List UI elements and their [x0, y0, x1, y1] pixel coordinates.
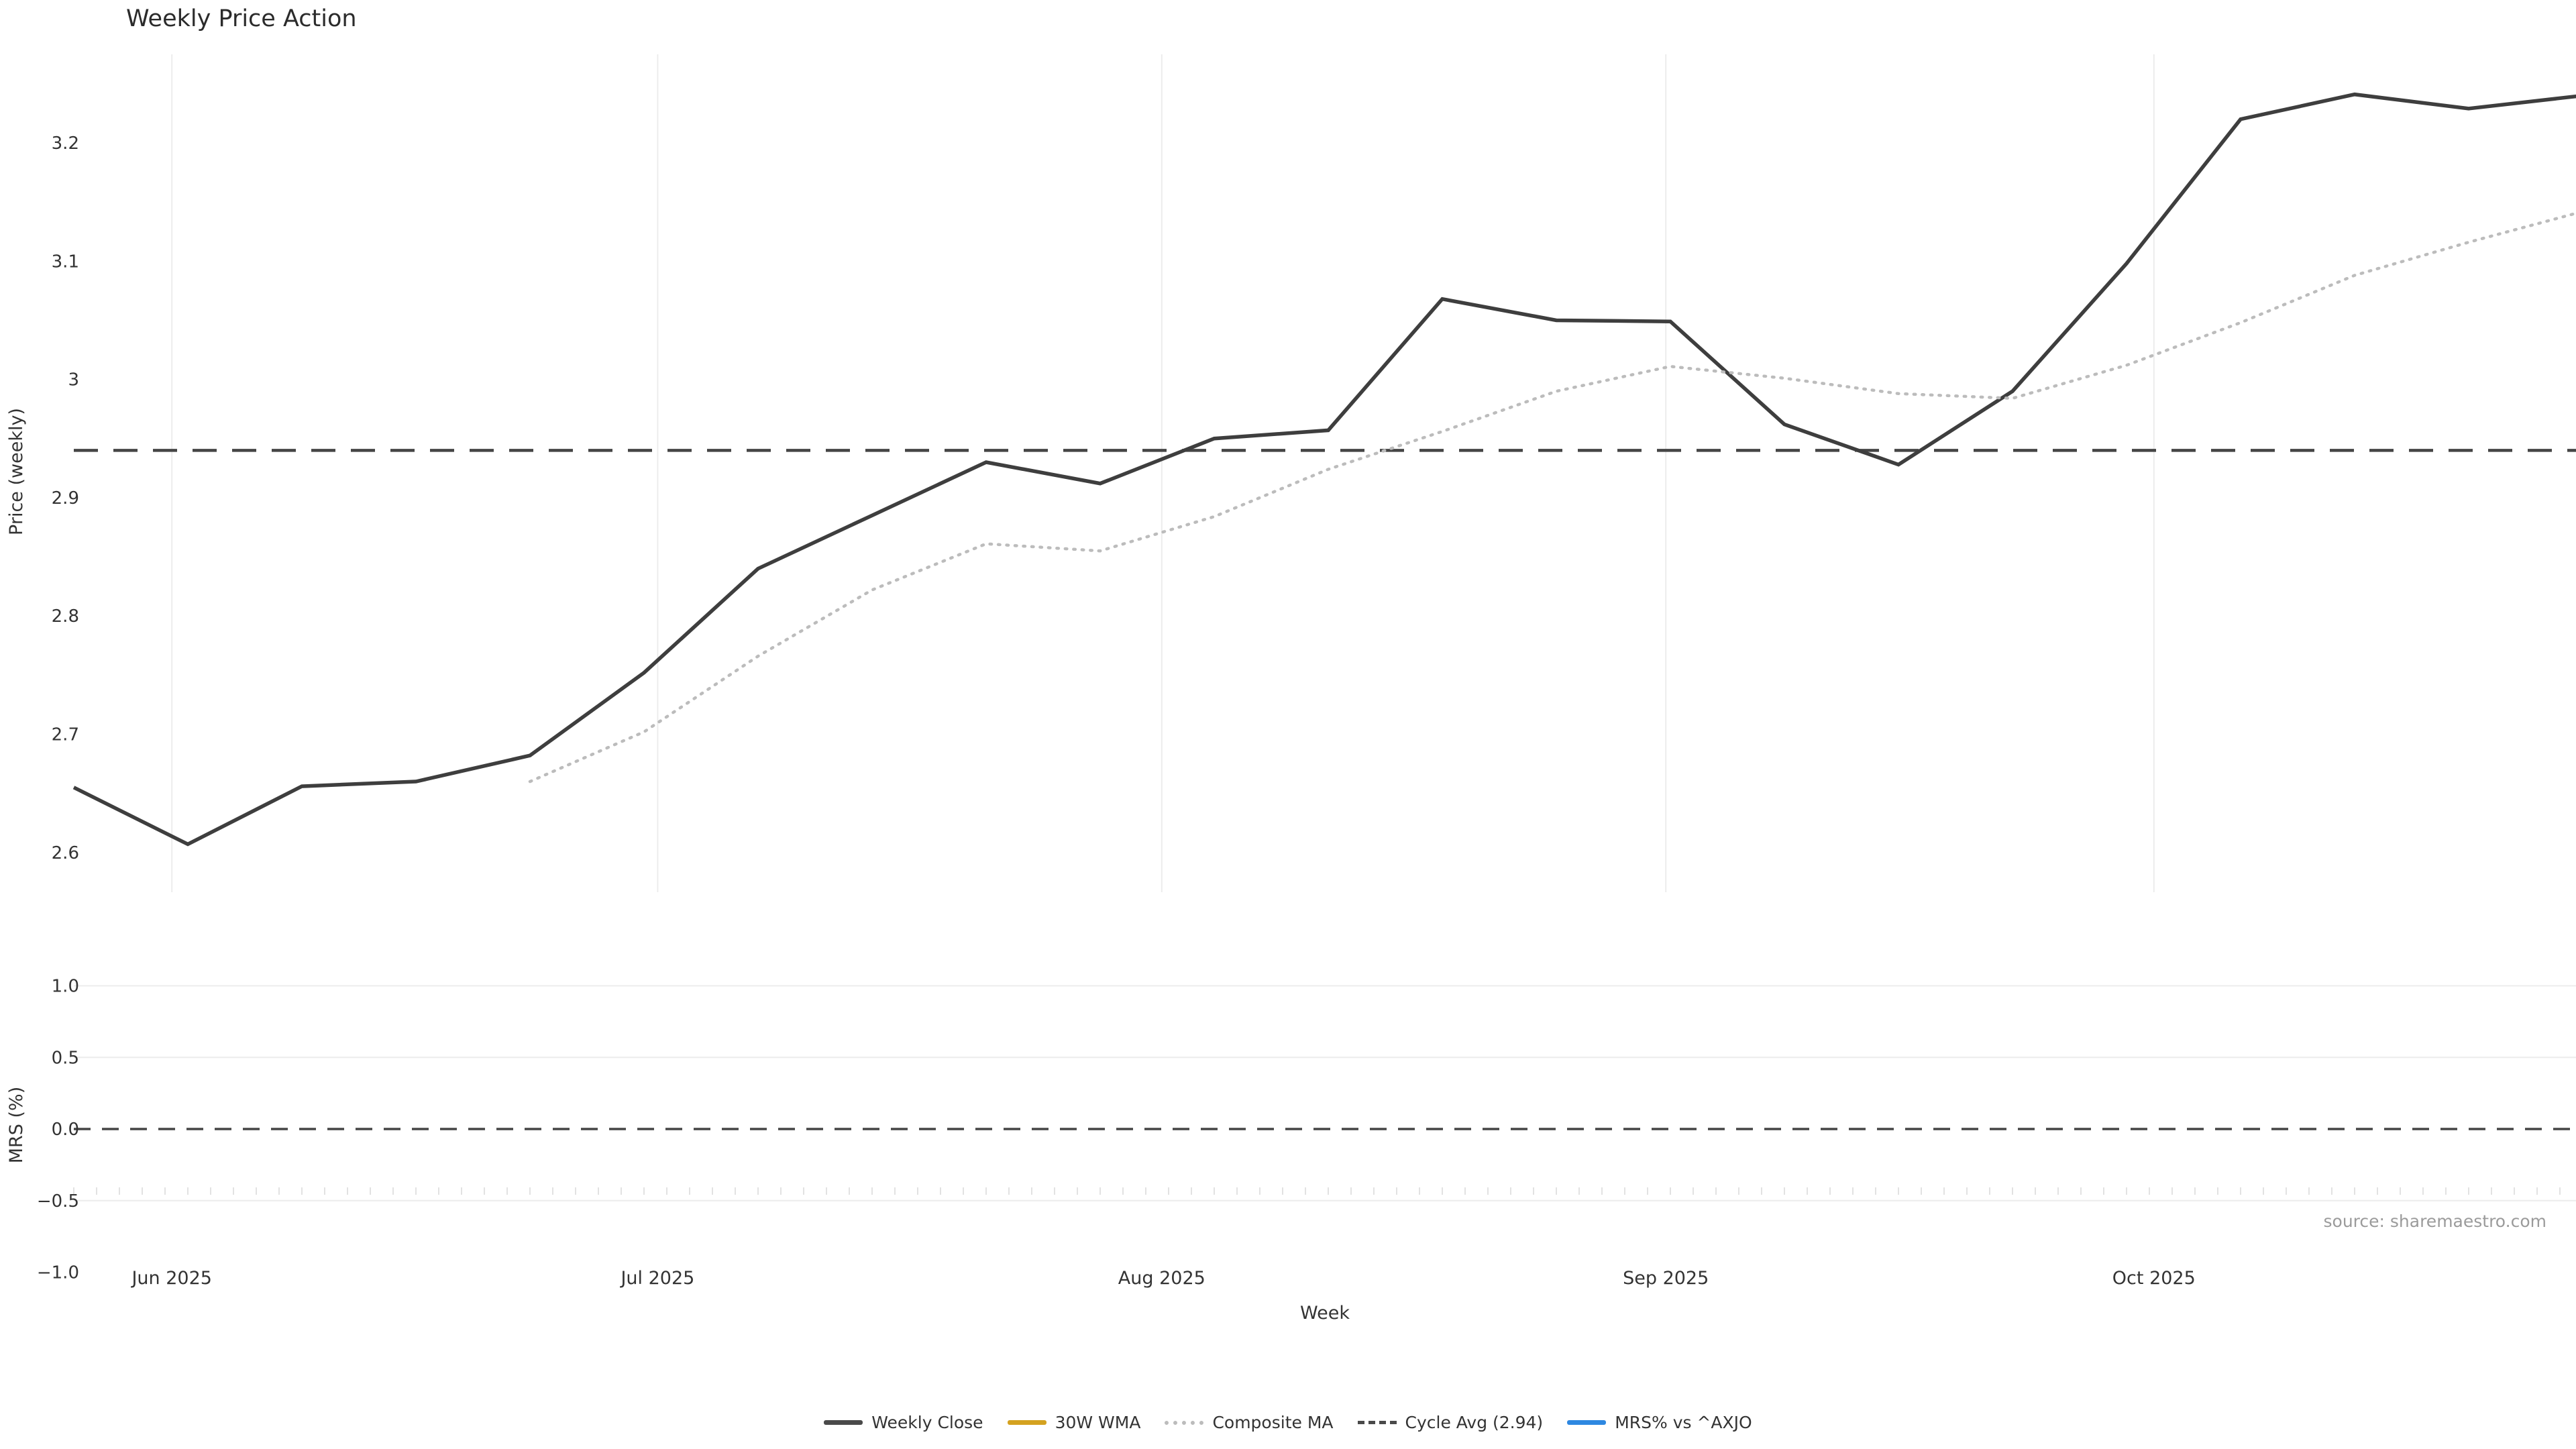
month-tick-label: Oct 2025	[2112, 1268, 2196, 1289]
mrs-ytick-label: 1.0	[52, 977, 79, 997]
legend-label: 30W WMA	[1055, 1413, 1141, 1432]
legend-composite-ma-line-sample-icon	[1165, 1420, 1204, 1425]
price-ytick-label: 3.2	[52, 133, 79, 154]
month-tick-label: Sep 2025	[1623, 1268, 1709, 1289]
weekly-close-line	[72, 92, 2576, 847]
legend-item-cycle-avg: Cycle Avg (2.94)	[1357, 1413, 1544, 1432]
price-ytick-label: 2.8	[52, 606, 79, 627]
legend-mrs-vs-axjo-line-sample-icon	[1567, 1420, 1607, 1425]
legend-item-wma-30w: 30W WMA	[1007, 1413, 1141, 1432]
mrs-y-axis-label: MRS (%)	[6, 1087, 27, 1164]
price-ytick-label: 2.6	[52, 843, 79, 863]
price-y-axis-label: Price (weekly)	[6, 408, 27, 535]
month-tick-label: Jun 2025	[130, 1268, 211, 1289]
x-axis-label: Week	[1300, 1303, 1350, 1324]
legend-label: Composite MA	[1212, 1413, 1334, 1432]
price-ytick-label: 3	[68, 370, 79, 390]
legend-cycle-avg-line-sample-icon	[1357, 1421, 1397, 1424]
source-attribution: source: sharemaestro.com	[2323, 1212, 2547, 1231]
legend-label: Weekly Close	[871, 1413, 983, 1432]
legend-item-composite-ma: Composite MA	[1165, 1413, 1334, 1432]
mrs-gridlines	[74, 985, 2576, 1201]
mrs-ytick-label: 0.0	[52, 1120, 79, 1140]
legend: Weekly Close 30W WMA Composite MA Cycle Avg…	[0, 1413, 2576, 1432]
legend-label: Cycle Avg (2.94)	[1405, 1413, 1544, 1432]
price-ytick-label: 2.9	[52, 488, 79, 508]
month-tick-label: Jul 2025	[619, 1268, 694, 1289]
price-month-gridlines	[171, 54, 2155, 892]
week-minor-ticks	[73, 1187, 2561, 1195]
mrs-ytick-label: −1.0	[37, 1263, 79, 1283]
legend-weekly-close-line-sample-icon	[824, 1420, 863, 1425]
month-tick-label: Aug 2025	[1118, 1268, 1205, 1289]
chart-title: Weekly Price Action	[126, 5, 357, 32]
legend-item-mrs-vs-axjo: MRS% vs ^AXJO	[1567, 1413, 1752, 1432]
composite-ma-line	[528, 211, 2576, 784]
legend-label: MRS% vs ^AXJO	[1615, 1413, 1752, 1432]
price-ytick-label: 3.1	[52, 252, 79, 272]
mrs-ytick-label: 0.5	[52, 1048, 79, 1068]
legend-wma-30w-line-sample-icon	[1007, 1420, 1046, 1425]
legend-item-weekly-close: Weekly Close	[824, 1413, 983, 1432]
mrs-ytick-label: −0.5	[37, 1191, 79, 1212]
price-ytick-label: 2.7	[52, 725, 79, 745]
